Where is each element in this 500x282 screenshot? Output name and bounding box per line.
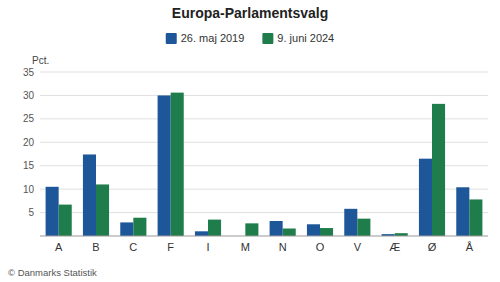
x-tick-label: F — [167, 241, 174, 253]
y-tick-label: 25 — [23, 113, 35, 124]
bar — [133, 218, 146, 236]
bar — [283, 229, 296, 236]
bar — [320, 228, 333, 236]
legend: 26. maj 2019 9. juni 2024 — [166, 32, 335, 44]
x-tick-label: I — [206, 241, 209, 253]
bar — [171, 93, 184, 236]
legend-item: 26. maj 2019 — [166, 32, 245, 44]
y-axis-label: Pct. — [32, 55, 49, 66]
grid-line — [40, 118, 488, 119]
x-tick-label: N — [279, 241, 287, 253]
bars — [46, 93, 483, 236]
bar — [357, 219, 370, 236]
y-tick-label: 30 — [23, 90, 35, 101]
bar — [96, 184, 109, 236]
legend-swatch — [166, 33, 177, 44]
y-tick-label: 15 — [23, 160, 35, 171]
title: Europa-Parlamentsvalg — [172, 5, 328, 21]
y-tick-label: 20 — [23, 137, 35, 148]
x-tick-label: C — [129, 241, 137, 253]
grid-line — [40, 95, 488, 96]
x-axis-line — [40, 236, 488, 237]
x-axis: ABCFIMNOVÆØÅ — [55, 241, 474, 253]
grid-line — [40, 142, 488, 143]
bar — [419, 159, 432, 236]
grid-line — [40, 72, 488, 73]
y-tick-label: 5 — [28, 207, 34, 218]
bar — [270, 221, 283, 236]
chart: Europa-Parlamentsvalg 26. maj 2019 9. juni… — [0, 0, 500, 282]
bar — [344, 209, 357, 236]
x-tick-label: B — [92, 241, 99, 253]
x-tick-label: O — [316, 241, 325, 253]
bar — [307, 224, 320, 236]
x-tick-label: M — [241, 241, 250, 253]
legend-label: 26. maj 2019 — [181, 32, 245, 44]
bar — [158, 95, 171, 236]
bar — [432, 104, 445, 236]
annotation: © Danmarks Statistik — [8, 267, 97, 278]
bar — [195, 231, 208, 236]
bar — [456, 187, 469, 236]
x-tick-label: A — [55, 241, 63, 253]
bar — [59, 205, 72, 236]
x-tick-label: Æ — [389, 241, 400, 253]
y-tick-label: 10 — [23, 184, 35, 195]
bar — [83, 154, 96, 236]
legend-swatch — [262, 33, 273, 44]
x-tick-label: Å — [466, 241, 474, 253]
legend-label: 9. juni 2024 — [277, 32, 334, 44]
bar — [469, 199, 482, 236]
y-tick-label: 35 — [23, 67, 35, 78]
bar — [245, 223, 258, 236]
x-tick-label: Ø — [428, 241, 437, 253]
bar — [120, 222, 133, 236]
bar — [208, 220, 221, 236]
x-tick-label: V — [354, 241, 362, 253]
bar — [46, 187, 59, 236]
legend-item: 9. juni 2024 — [262, 32, 334, 44]
